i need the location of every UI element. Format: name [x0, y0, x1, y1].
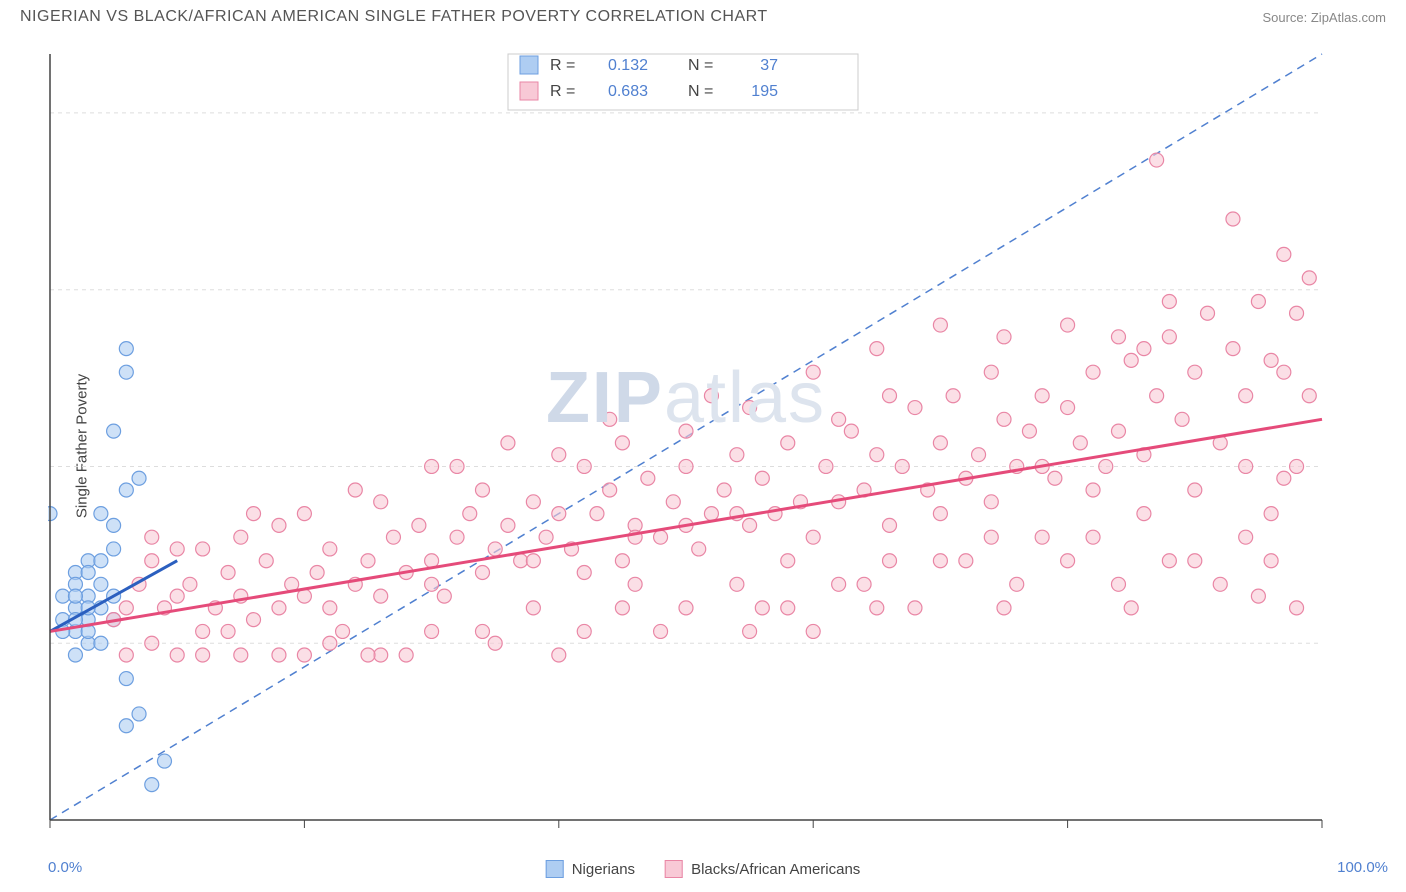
svg-text:N =: N =	[688, 83, 713, 100]
x-tick-min: 0.0%	[48, 859, 82, 876]
bottom-legend: Nigerians Blacks/African Americans	[546, 860, 861, 878]
svg-text:0.132: 0.132	[608, 57, 648, 74]
swatch-blacks	[665, 860, 683, 878]
chart-title: NIGERIAN VS BLACK/AFRICAN AMERICAN SINGL…	[20, 8, 768, 26]
source-label: Source: ZipAtlas.com	[1262, 10, 1386, 25]
header: NIGERIAN VS BLACK/AFRICAN AMERICAN SINGL…	[0, 0, 1406, 30]
svg-text:195: 195	[751, 83, 778, 100]
svg-text:R =: R =	[550, 83, 575, 100]
swatch-nigerians	[546, 860, 564, 878]
svg-text:0.683: 0.683	[608, 83, 648, 100]
svg-text:N =: N =	[688, 57, 713, 74]
legend-item-blacks: Blacks/African Americans	[665, 860, 860, 878]
svg-text:37: 37	[760, 57, 778, 74]
legend-label-blacks: Blacks/African Americans	[691, 861, 860, 878]
svg-text:R =: R =	[550, 57, 575, 74]
legend-item-nigerians: Nigerians	[546, 860, 635, 878]
x-tick-max: 100.0%	[1337, 859, 1388, 876]
scatter-chart: 15.0%30.0%45.0%60.0%R =0.132N =37R =0.68…	[48, 50, 1324, 840]
chart-area: 15.0%30.0%45.0%60.0%R =0.132N =37R =0.68…	[48, 50, 1324, 840]
legend-label-nigerians: Nigerians	[572, 861, 635, 878]
